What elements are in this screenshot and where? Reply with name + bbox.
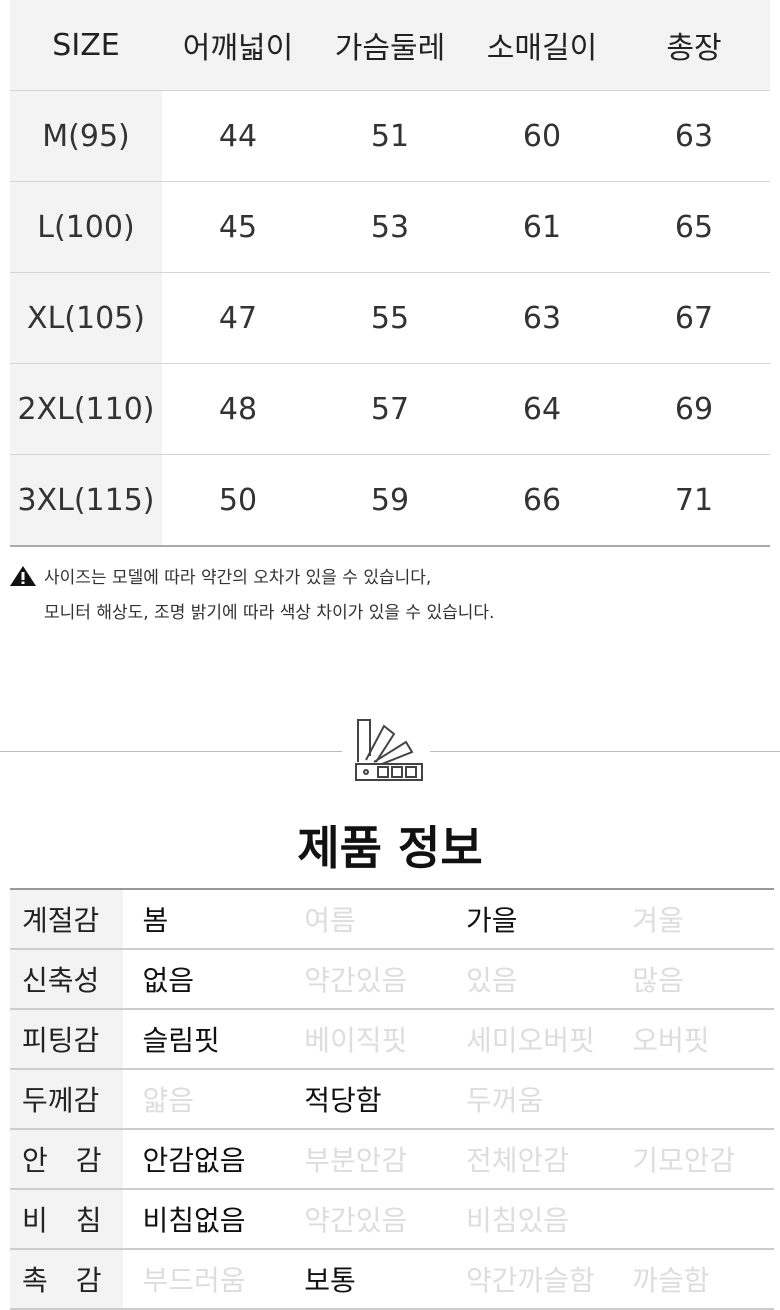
option: 약간까슬함 bbox=[445, 1249, 613, 1310]
option: 있음 bbox=[445, 949, 613, 1010]
cell: 44 bbox=[162, 90, 314, 182]
option bbox=[612, 1189, 774, 1250]
cell: 60 bbox=[466, 90, 618, 182]
option bbox=[612, 1069, 774, 1130]
cell: 51 bbox=[314, 90, 466, 182]
cell: 63 bbox=[466, 272, 618, 364]
cell: 55 bbox=[314, 272, 466, 364]
info-label: 두께감 bbox=[10, 1069, 123, 1130]
option: 전체안감 bbox=[445, 1129, 613, 1190]
option: 까슬함 bbox=[612, 1249, 774, 1310]
size-label: M(95) bbox=[10, 90, 162, 182]
divider-left bbox=[0, 751, 342, 752]
cell: 64 bbox=[466, 363, 618, 455]
table-row: L(100) 45 53 61 65 bbox=[10, 181, 770, 273]
info-row: 안 감 안감없음 부분안감 전체안감 기모안감 bbox=[10, 1129, 774, 1190]
cell: 45 bbox=[162, 181, 314, 273]
cell: 63 bbox=[618, 90, 770, 182]
cell: 어깨넓이 bbox=[162, 0, 314, 91]
product-info-table: 계절감 봄 여름 가을 겨울 신축성 없음 약간있음 있음 많음 피팅감 슬림핏 베이직핏 세미오버핏 오버… bbox=[10, 888, 774, 1310]
info-row: 두께감 얇음 적당함 두꺼움 bbox=[10, 1069, 774, 1130]
info-label: 피팅감 bbox=[10, 1009, 123, 1070]
size-label: 2XL(110) bbox=[10, 363, 162, 455]
option-selected: 슬림핏 bbox=[122, 1009, 285, 1070]
option-selected: 가을 bbox=[445, 889, 613, 950]
option: 약간있음 bbox=[284, 1189, 446, 1250]
size-label: XL(105) bbox=[10, 272, 162, 364]
table-row: 3XL(115) 50 59 66 71 bbox=[10, 454, 770, 547]
option-selected: 없음 bbox=[122, 949, 285, 1010]
option: 부드러움 bbox=[122, 1249, 285, 1310]
info-label: 촉 감 bbox=[10, 1249, 123, 1310]
option: 부분안감 bbox=[284, 1129, 446, 1190]
option-selected: 안감없음 bbox=[122, 1129, 285, 1190]
option: 비침있음 bbox=[445, 1189, 613, 1250]
cell: 48 bbox=[162, 363, 314, 455]
cell: 66 bbox=[466, 454, 618, 547]
cell: 65 bbox=[618, 181, 770, 273]
info-row: 신축성 없음 약간있음 있음 많음 bbox=[10, 949, 774, 1010]
option: 오버핏 bbox=[612, 1009, 774, 1070]
info-row: 계절감 봄 여름 가을 겨울 bbox=[10, 889, 774, 950]
cell: 61 bbox=[466, 181, 618, 273]
cell: 71 bbox=[618, 454, 770, 547]
option: 얇음 bbox=[122, 1069, 285, 1130]
color-swatch-icon bbox=[355, 719, 423, 781]
option-selected: 적당함 bbox=[284, 1069, 446, 1130]
option: 두꺼움 bbox=[445, 1069, 613, 1130]
option: 약간있음 bbox=[284, 949, 446, 1010]
size-label: L(100) bbox=[10, 181, 162, 273]
size-label: 3XL(115) bbox=[10, 454, 162, 547]
table-row: 2XL(110) 48 57 64 69 bbox=[10, 363, 770, 455]
warning-icon bbox=[10, 566, 36, 586]
table-row: XL(105) 47 55 63 67 bbox=[10, 272, 770, 364]
info-row: 피팅감 슬림핏 베이직핏 세미오버핏 오버핏 bbox=[10, 1009, 774, 1070]
info-label: 신축성 bbox=[10, 949, 123, 1010]
option-selected: 봄 bbox=[122, 889, 285, 950]
info-label: 계절감 bbox=[10, 889, 123, 950]
cell: 총장 bbox=[618, 0, 770, 91]
section-title: 제품 정보 bbox=[297, 821, 483, 875]
info-label: 안 감 bbox=[10, 1129, 123, 1190]
cell: 50 bbox=[162, 454, 314, 547]
header-row: SIZE 어깨넓이 가슴둘레 소매길이 총장 bbox=[10, 0, 770, 91]
option: 겨울 bbox=[612, 889, 774, 950]
cell: 가슴둘레 bbox=[314, 0, 466, 91]
cell: 소매길이 bbox=[466, 0, 618, 91]
info-row: 비 침 비침없음 약간있음 비침있음 bbox=[10, 1189, 774, 1250]
size-table: SIZE 어깨넓이 가슴둘레 소매길이 총장 M(95) 44 51 60 63 L(100) 45 5… bbox=[10, 0, 770, 547]
cell: 53 bbox=[314, 181, 466, 273]
notice-line-2: 모니터 해상도, 조명 밝기에 따라 색상 차이가 있을 수 있습니다. bbox=[44, 603, 495, 623]
option-selected: 비침없음 bbox=[122, 1189, 285, 1250]
option-selected: 보통 bbox=[284, 1249, 446, 1310]
size-label: SIZE bbox=[10, 0, 162, 91]
info-label: 비 침 bbox=[10, 1189, 123, 1250]
option: 세미오버핏 bbox=[445, 1009, 613, 1070]
info-row: 촉 감 부드러움 보통 약간까슬함 까슬함 bbox=[10, 1249, 774, 1310]
table-row: M(95) 44 51 60 63 bbox=[10, 90, 770, 182]
cell: 67 bbox=[618, 272, 770, 364]
option: 기모안감 bbox=[612, 1129, 774, 1190]
option: 많음 bbox=[612, 949, 774, 1010]
cell: 57 bbox=[314, 363, 466, 455]
cell: 59 bbox=[314, 454, 466, 547]
cell: 47 bbox=[162, 272, 314, 364]
cell: 69 bbox=[618, 363, 770, 455]
notice-line-1: 사이즈는 모델에 따라 약간의 오차가 있을 수 있습니다, bbox=[44, 568, 432, 588]
option: 베이직핏 bbox=[284, 1009, 446, 1070]
divider-right bbox=[430, 751, 780, 752]
option: 여름 bbox=[284, 889, 446, 950]
